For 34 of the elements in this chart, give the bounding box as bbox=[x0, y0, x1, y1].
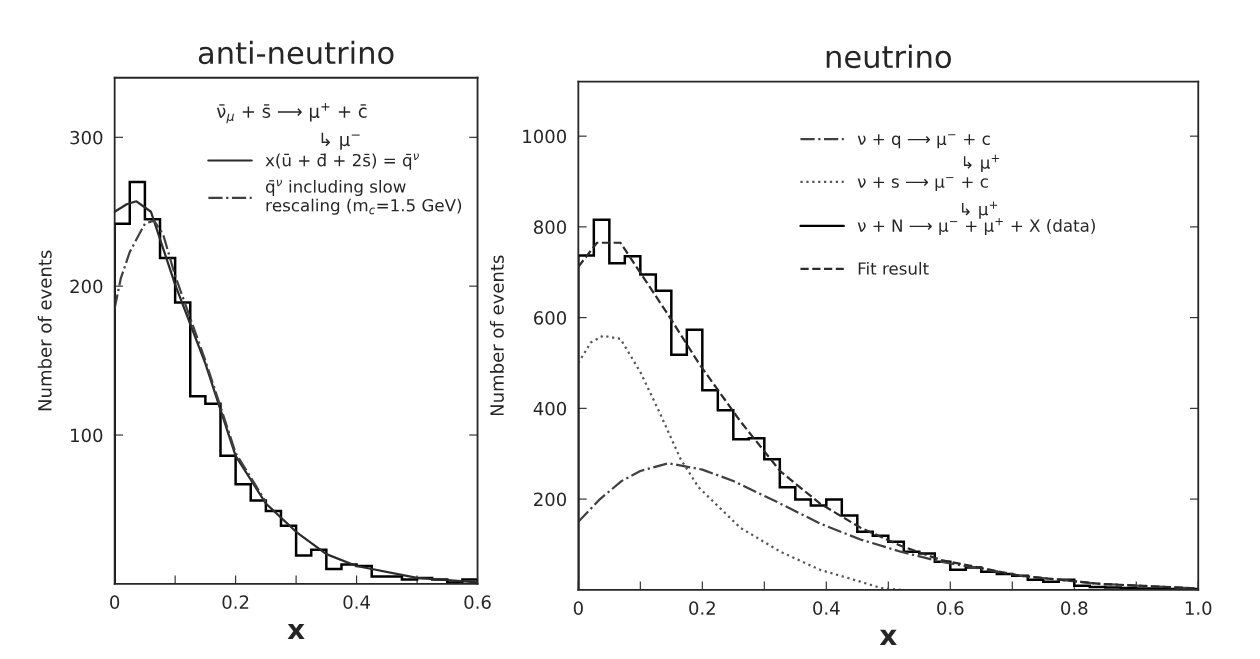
x-axis-title: x bbox=[287, 623, 305, 640]
x-tick-label: 0.6 bbox=[937, 601, 964, 615]
y-tick-label: 100 bbox=[71, 428, 103, 443]
legend-label: ν + s ⟶ μ$^{−}$ + c bbox=[857, 177, 988, 192]
x-tick-label: 0.8 bbox=[1061, 601, 1088, 615]
legend-label: x(ū + d̄ + 2s̄) = q̄$^{ν}$ bbox=[265, 153, 419, 170]
x-axis-title: x bbox=[879, 629, 897, 646]
chart-title: neutrino bbox=[826, 44, 951, 69]
legend-label: ν + q ⟶ μ$^{−}$ + c bbox=[857, 134, 990, 149]
x-tick-label: 0.4 bbox=[813, 601, 840, 615]
line-series bbox=[114, 219, 267, 504]
x-tick-label: 1.0 bbox=[1185, 601, 1212, 615]
y-tick-label: 1000 bbox=[523, 129, 567, 144]
y-tick-label: 200 bbox=[534, 492, 567, 507]
y-axis-title: Number of events bbox=[489, 255, 504, 416]
chart-title: anti-neutrino bbox=[198, 40, 394, 65]
y-tick-label: 300 bbox=[70, 130, 103, 145]
x-tick-label: 0 bbox=[110, 595, 120, 609]
x-tick-label: 0 bbox=[573, 601, 583, 615]
annotation: ↳ μ$^{+}$ bbox=[962, 201, 998, 219]
annotation: ↳ μ$^{+}$ bbox=[963, 154, 1000, 172]
y-tick-label: 400 bbox=[533, 401, 567, 416]
x-tick-label: 0.6 bbox=[464, 595, 491, 609]
x-tick-label: 0.2 bbox=[689, 601, 715, 615]
legend-label: Fit result bbox=[858, 261, 929, 275]
x-tick-label: 0.4 bbox=[343, 595, 370, 609]
y-tick-label: 800 bbox=[533, 220, 567, 234]
y-axis-title: Number of events bbox=[37, 250, 52, 411]
y-tick-label: 200 bbox=[70, 279, 103, 294]
y-tick-label: 600 bbox=[534, 311, 567, 325]
annotation: ↳ μ$^{−}$ bbox=[321, 132, 360, 150]
annotation: ν̄$_{μ}$ + s̄ ⟶ μ$^{+}$ + c̄ bbox=[216, 102, 367, 124]
legend-label: q̄$^{ν}$ including slow rescaling (m$_{c}$=1.5 GeV) bbox=[265, 179, 462, 215]
x-tick-label: 0.2 bbox=[222, 595, 249, 609]
